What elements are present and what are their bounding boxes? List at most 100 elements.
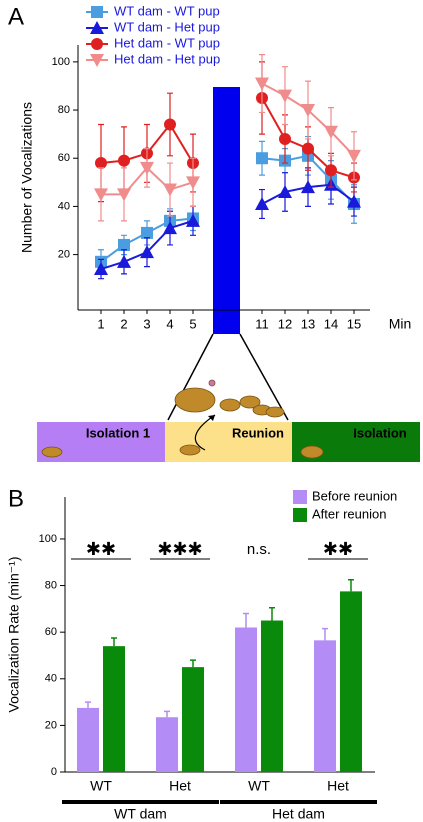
- y-tick-label: 60: [58, 152, 70, 164]
- marker: [163, 183, 177, 197]
- legend-label: Het dam - WT pup: [114, 35, 220, 50]
- error-bar: [164, 710, 170, 718]
- y-tick-label: 40: [45, 673, 57, 685]
- marker: [347, 194, 361, 208]
- bar: [261, 620, 283, 772]
- x-tick-label: 5: [189, 316, 196, 331]
- marker: [302, 142, 314, 155]
- bar: [156, 717, 178, 772]
- y-tick-label: 20: [58, 248, 70, 260]
- phase-box: [165, 422, 292, 462]
- marker: [94, 262, 108, 276]
- error-bar: [85, 701, 91, 708]
- marker: [94, 188, 108, 202]
- error-bar: [322, 627, 328, 641]
- marker: [117, 254, 131, 268]
- y-axis-label: Vocalization Rate (min⁻¹): [6, 556, 22, 712]
- marker: [278, 184, 292, 198]
- marker: [324, 125, 338, 139]
- bar: [235, 627, 257, 772]
- bar: [182, 667, 204, 772]
- marker: [255, 77, 269, 91]
- y-tick-label: 40: [58, 200, 70, 212]
- x-tick-label: WT: [248, 778, 270, 794]
- error-bar: [269, 606, 275, 621]
- error-bar: [190, 659, 196, 668]
- bar: [103, 646, 125, 772]
- group-label: Het dam: [272, 806, 325, 822]
- marker: [186, 213, 200, 227]
- panel-label: A: [8, 3, 24, 30]
- reunion-bar: [213, 87, 240, 334]
- legend-marker: [90, 54, 104, 67]
- x-tick-label: 2: [120, 316, 127, 331]
- marker: [279, 132, 291, 145]
- marker: [118, 238, 130, 251]
- significance: n.s.: [247, 541, 271, 558]
- y-tick-label: 60: [45, 626, 57, 638]
- bar: [340, 591, 362, 772]
- panel-label: B: [8, 485, 24, 512]
- bar: [314, 640, 336, 772]
- zoom-line: [239, 333, 289, 421]
- bar: [77, 707, 99, 772]
- group-label: WT dam: [114, 806, 167, 822]
- legend-marker: [91, 6, 103, 18]
- marker: [117, 188, 131, 202]
- legend-marker: [90, 21, 104, 34]
- marker: [164, 118, 176, 131]
- marker: [140, 245, 154, 259]
- y-tick-label: 20: [45, 719, 57, 731]
- marker: [255, 197, 269, 210]
- marker: [95, 157, 107, 170]
- marker: [141, 226, 153, 239]
- significance: ✱✱: [323, 539, 353, 559]
- rat-icons: [41, 379, 324, 459]
- x-tick-label: WT: [90, 778, 112, 794]
- marker: [325, 164, 337, 177]
- marker: [347, 149, 361, 163]
- x-tick-label: 13: [301, 316, 315, 331]
- significance: ✱✱✱: [157, 539, 202, 559]
- arrow-head: [208, 415, 215, 421]
- zoom-line: [167, 333, 214, 421]
- marker: [256, 152, 268, 165]
- x-tick-label: 15: [347, 316, 361, 331]
- marker: [163, 221, 177, 235]
- legend-label: After reunion: [312, 506, 386, 521]
- x-tick-label: 3: [143, 316, 150, 331]
- x-tick-label: 11: [255, 316, 269, 331]
- marker: [140, 161, 154, 175]
- phase-label: Isolation 1: [86, 425, 150, 440]
- legend-swatch: [293, 490, 307, 504]
- legend-label: Before reunion: [312, 488, 397, 503]
- x-tick-label: Het: [327, 778, 349, 794]
- x-tick-label: 14: [324, 316, 338, 331]
- significance: ✱✱: [86, 539, 116, 559]
- x-tick-label: 12: [278, 316, 292, 331]
- marker: [301, 180, 315, 194]
- y-tick-label: 100: [39, 533, 57, 545]
- x-tick-label: 4: [166, 316, 173, 331]
- marker: [301, 104, 315, 118]
- legend-label: Het dam - Het pup: [114, 51, 220, 66]
- x-tick-label: Het: [169, 778, 191, 794]
- y-tick-label: 0: [51, 766, 57, 778]
- phase-label: Isolation: [353, 425, 407, 440]
- error-bar: [111, 637, 117, 647]
- y-axis-label: Number of Vocalizations: [19, 102, 35, 253]
- legend-label: WT dam - Het pup: [114, 19, 220, 34]
- marker: [186, 176, 200, 190]
- phase-label: Reunion: [232, 425, 284, 440]
- marker: [278, 89, 292, 103]
- legend-label: WT dam - WT pup: [114, 3, 220, 18]
- y-tick-label: 100: [52, 56, 70, 68]
- x-axis-label: Min: [389, 316, 412, 332]
- y-tick-label: 80: [45, 579, 57, 591]
- x-tick-label: 1: [97, 316, 104, 331]
- error-bar: [348, 578, 354, 592]
- legend-marker: [91, 38, 103, 50]
- error-bar: [243, 612, 249, 628]
